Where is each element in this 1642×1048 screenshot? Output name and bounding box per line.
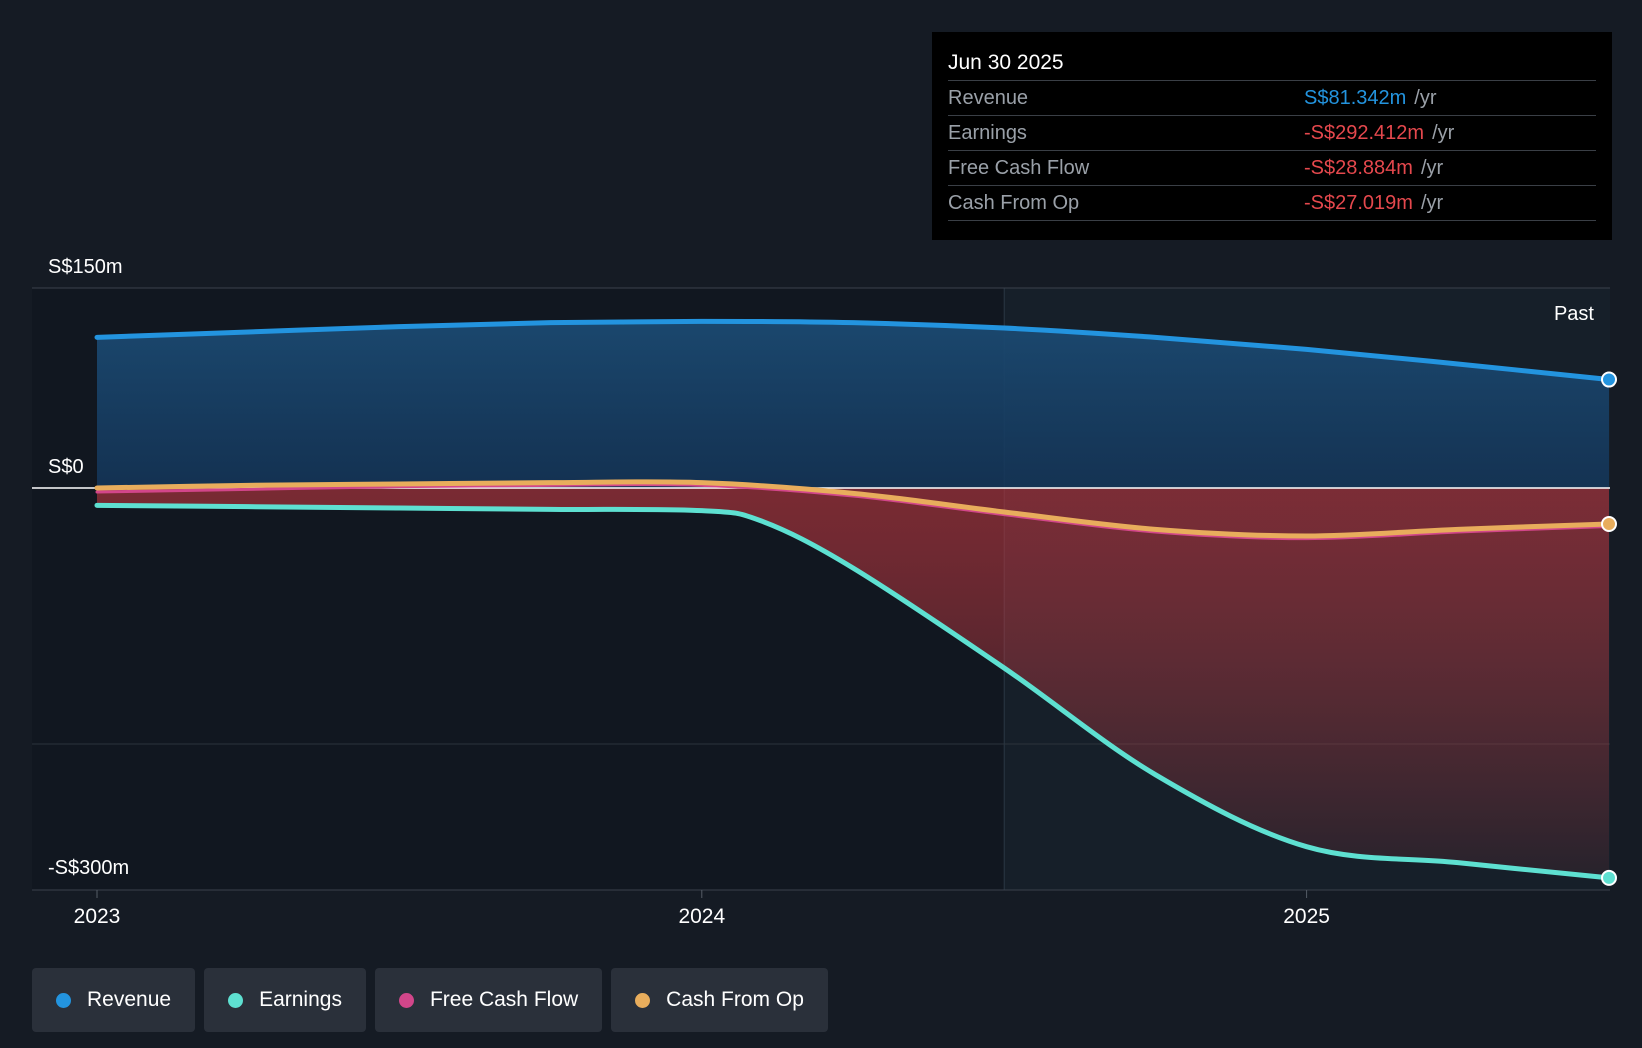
tooltip-label: Cash From Op xyxy=(948,192,1080,214)
x-tick-label: 2024 xyxy=(678,905,725,928)
end-point-revenue xyxy=(1601,371,1617,388)
x-tick-label: 2023 xyxy=(74,905,121,928)
earnings-area xyxy=(97,488,1609,878)
legend-dot-icon xyxy=(398,992,414,1008)
legend-dot-icon xyxy=(56,992,71,1008)
y-tick-label: S$0 xyxy=(48,456,84,478)
series-line-cash-from-op xyxy=(94,479,1612,539)
tooltip-label: Free Cash Flow xyxy=(948,157,1090,179)
legend-dot-icon xyxy=(635,992,651,1008)
tooltip-row-cash-from-op: Cash From Op -S$27.019m /yr xyxy=(948,186,1596,221)
tooltip-value: -S$292.412m xyxy=(1304,122,1425,144)
series-line-revenue xyxy=(94,318,1612,383)
legend-item-free-cash-flow[interactable]: Free Cash Flow xyxy=(374,968,603,1032)
tooltip-unit: /yr xyxy=(1420,192,1444,214)
legend-label: Earnings xyxy=(259,988,342,1011)
tooltip-unit: /yr xyxy=(1414,87,1437,109)
tooltip-unit: /yr xyxy=(1432,122,1455,144)
y-tick-label: -S$300m xyxy=(48,857,129,879)
x-tick-label: 2025 xyxy=(1283,905,1330,928)
past-label: Past xyxy=(1554,303,1594,325)
legend-label: Free Cash Flow xyxy=(429,988,579,1011)
tooltip-value: -S$27.019m xyxy=(1304,192,1413,214)
tooltip-label: Earnings xyxy=(948,122,1027,144)
legend-item-cash-from-op[interactable]: Cash From Op xyxy=(611,968,828,1032)
series-line-earnings xyxy=(94,502,1612,881)
revenue-area xyxy=(97,321,1609,488)
tooltip-value: S$81.342m xyxy=(1304,87,1407,109)
tooltip: Jun 30 2025 Revenue S$81.342m /yr Earnin… xyxy=(932,32,1612,240)
series-line-free-cash-flow xyxy=(95,482,1611,541)
legend-item-earnings[interactable]: Earnings xyxy=(204,968,366,1032)
legend: Revenue Earnings Free Cash Flow Cash Fro… xyxy=(32,968,828,1032)
legend-dot-icon xyxy=(228,992,244,1008)
end-point-earnings xyxy=(1601,869,1617,886)
tooltip-value: -S$28.884m xyxy=(1304,157,1413,179)
legend-label: Revenue xyxy=(87,988,172,1011)
tooltip-row-free-cash-flow: Free Cash Flow -S$28.884m /yr xyxy=(948,151,1596,186)
legend-item-revenue[interactable]: Revenue xyxy=(32,968,196,1032)
y-tick-label: S$150m xyxy=(48,256,123,278)
tooltip-row-revenue: Revenue S$81.342m /yr xyxy=(948,81,1596,116)
tooltip-date: Jun 30 2025 xyxy=(948,46,1596,81)
tooltip-label: Revenue xyxy=(948,87,1029,109)
legend-label: Cash From Op xyxy=(666,988,804,1011)
tooltip-unit: /yr xyxy=(1420,157,1444,179)
tooltip-row-earnings: Earnings -S$292.412m /yr xyxy=(948,116,1596,151)
end-point-cash-from-op xyxy=(1601,516,1617,533)
